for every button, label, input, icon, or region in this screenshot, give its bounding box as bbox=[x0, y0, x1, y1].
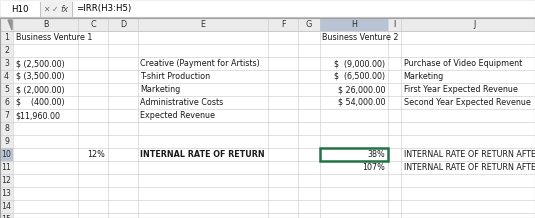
Bar bbox=[0, 174, 13, 187]
Bar bbox=[0, 83, 13, 96]
Text: Expected Revenue: Expected Revenue bbox=[141, 111, 216, 120]
Bar bbox=[0, 213, 13, 218]
Text: Marketing: Marketing bbox=[141, 85, 181, 94]
Bar bbox=[0, 18, 13, 31]
Bar bbox=[388, 18, 401, 31]
Text: 12: 12 bbox=[2, 176, 11, 185]
Bar bbox=[0, 122, 13, 135]
Text: 11: 11 bbox=[2, 163, 11, 172]
Text: ✕: ✕ bbox=[43, 5, 49, 14]
Text: $ (2,000.00): $ (2,000.00) bbox=[16, 85, 64, 94]
Text: $  (6,500.00): $ (6,500.00) bbox=[334, 72, 386, 81]
Bar bbox=[78, 18, 108, 31]
Text: $ 54,000.00: $ 54,000.00 bbox=[338, 98, 386, 107]
Text: J: J bbox=[474, 20, 476, 29]
Bar bbox=[320, 18, 388, 31]
Bar bbox=[13, 70, 535, 83]
Bar bbox=[0, 44, 13, 57]
Bar bbox=[320, 148, 388, 161]
Text: 3: 3 bbox=[4, 59, 9, 68]
Bar bbox=[108, 18, 138, 31]
Text: T-shirt Production: T-shirt Production bbox=[141, 72, 211, 81]
Text: 9: 9 bbox=[4, 137, 9, 146]
Text: D: D bbox=[120, 20, 126, 29]
Text: Business Venture 2: Business Venture 2 bbox=[323, 33, 399, 42]
Text: fx: fx bbox=[60, 5, 68, 14]
Bar bbox=[268, 18, 298, 31]
Text: 1: 1 bbox=[4, 33, 9, 42]
Text: Creative (Payment for Artists): Creative (Payment for Artists) bbox=[141, 59, 260, 68]
Text: C: C bbox=[90, 20, 96, 29]
Text: $    (400.00): $ (400.00) bbox=[16, 98, 64, 107]
Text: $  (9,000.00): $ (9,000.00) bbox=[334, 59, 386, 68]
Text: Administrative Costs: Administrative Costs bbox=[141, 98, 224, 107]
Bar bbox=[13, 57, 535, 70]
Text: 6: 6 bbox=[4, 98, 9, 107]
Bar bbox=[0, 109, 13, 122]
Bar bbox=[13, 174, 535, 187]
Text: $ (3,500.00): $ (3,500.00) bbox=[16, 72, 64, 81]
Text: 38%: 38% bbox=[368, 150, 386, 159]
Text: 107%: 107% bbox=[363, 163, 386, 172]
Text: Marketing: Marketing bbox=[403, 72, 444, 81]
Bar bbox=[0, 31, 13, 44]
Bar bbox=[298, 18, 320, 31]
Bar bbox=[0, 96, 13, 109]
Bar bbox=[13, 161, 535, 174]
Text: ✓: ✓ bbox=[52, 5, 58, 14]
Text: Second Year Expected Revenue: Second Year Expected Revenue bbox=[403, 98, 530, 107]
Text: Business Venture 1: Business Venture 1 bbox=[16, 33, 92, 42]
Text: Purchase of Video Equipment: Purchase of Video Equipment bbox=[403, 59, 522, 68]
Bar bbox=[13, 148, 535, 161]
Text: INTERNAL RATE OF RETURN AFTER 1 YEAR: INTERNAL RATE OF RETURN AFTER 1 YEAR bbox=[403, 150, 535, 159]
Bar bbox=[13, 44, 535, 57]
Text: I: I bbox=[393, 20, 395, 29]
Text: 8: 8 bbox=[4, 124, 9, 133]
Text: 2: 2 bbox=[4, 46, 9, 55]
Bar bbox=[13, 83, 535, 96]
Bar bbox=[0, 161, 13, 174]
Text: H10: H10 bbox=[11, 5, 29, 14]
Bar bbox=[1, 1, 39, 17]
Bar bbox=[138, 18, 268, 31]
Text: $ (2,500.00): $ (2,500.00) bbox=[16, 59, 64, 68]
Bar bbox=[0, 135, 13, 148]
Text: 14: 14 bbox=[2, 202, 11, 211]
Text: H: H bbox=[351, 20, 357, 29]
Text: F: F bbox=[281, 20, 285, 29]
Polygon shape bbox=[8, 20, 12, 30]
Bar bbox=[0, 148, 13, 161]
Bar bbox=[13, 200, 535, 213]
Bar bbox=[13, 213, 535, 218]
Text: 13: 13 bbox=[2, 189, 11, 198]
Bar bbox=[13, 18, 78, 31]
Bar bbox=[0, 200, 13, 213]
Bar bbox=[0, 57, 13, 70]
Bar bbox=[401, 18, 535, 31]
Text: INTERNAL RATE OF RETURN: INTERNAL RATE OF RETURN bbox=[141, 150, 265, 159]
Bar bbox=[13, 96, 535, 109]
Text: $ 26,000.00: $ 26,000.00 bbox=[338, 85, 386, 94]
Text: =IRR(H3:H5): =IRR(H3:H5) bbox=[76, 5, 131, 14]
Text: 15: 15 bbox=[2, 215, 11, 218]
Text: E: E bbox=[201, 20, 205, 29]
Bar bbox=[73, 1, 534, 17]
Text: 7: 7 bbox=[4, 111, 9, 120]
Bar bbox=[0, 70, 13, 83]
Text: First Year Expected Revenue: First Year Expected Revenue bbox=[403, 85, 517, 94]
Text: 10: 10 bbox=[2, 150, 11, 159]
Text: 12%: 12% bbox=[88, 150, 105, 159]
Bar bbox=[13, 187, 535, 200]
Text: G: G bbox=[306, 20, 312, 29]
Text: $11,960.00: $11,960.00 bbox=[16, 111, 60, 120]
Bar bbox=[0, 187, 13, 200]
Bar bbox=[13, 31, 535, 44]
Bar bbox=[13, 109, 535, 122]
Text: 4: 4 bbox=[4, 72, 9, 81]
Text: INTERNAL RATE OF RETURN AFTER 2 YEARS: INTERNAL RATE OF RETURN AFTER 2 YEARS bbox=[403, 163, 535, 172]
Bar bbox=[13, 122, 535, 135]
Bar bbox=[13, 135, 535, 148]
Text: B: B bbox=[43, 20, 48, 29]
Text: 5: 5 bbox=[4, 85, 9, 94]
